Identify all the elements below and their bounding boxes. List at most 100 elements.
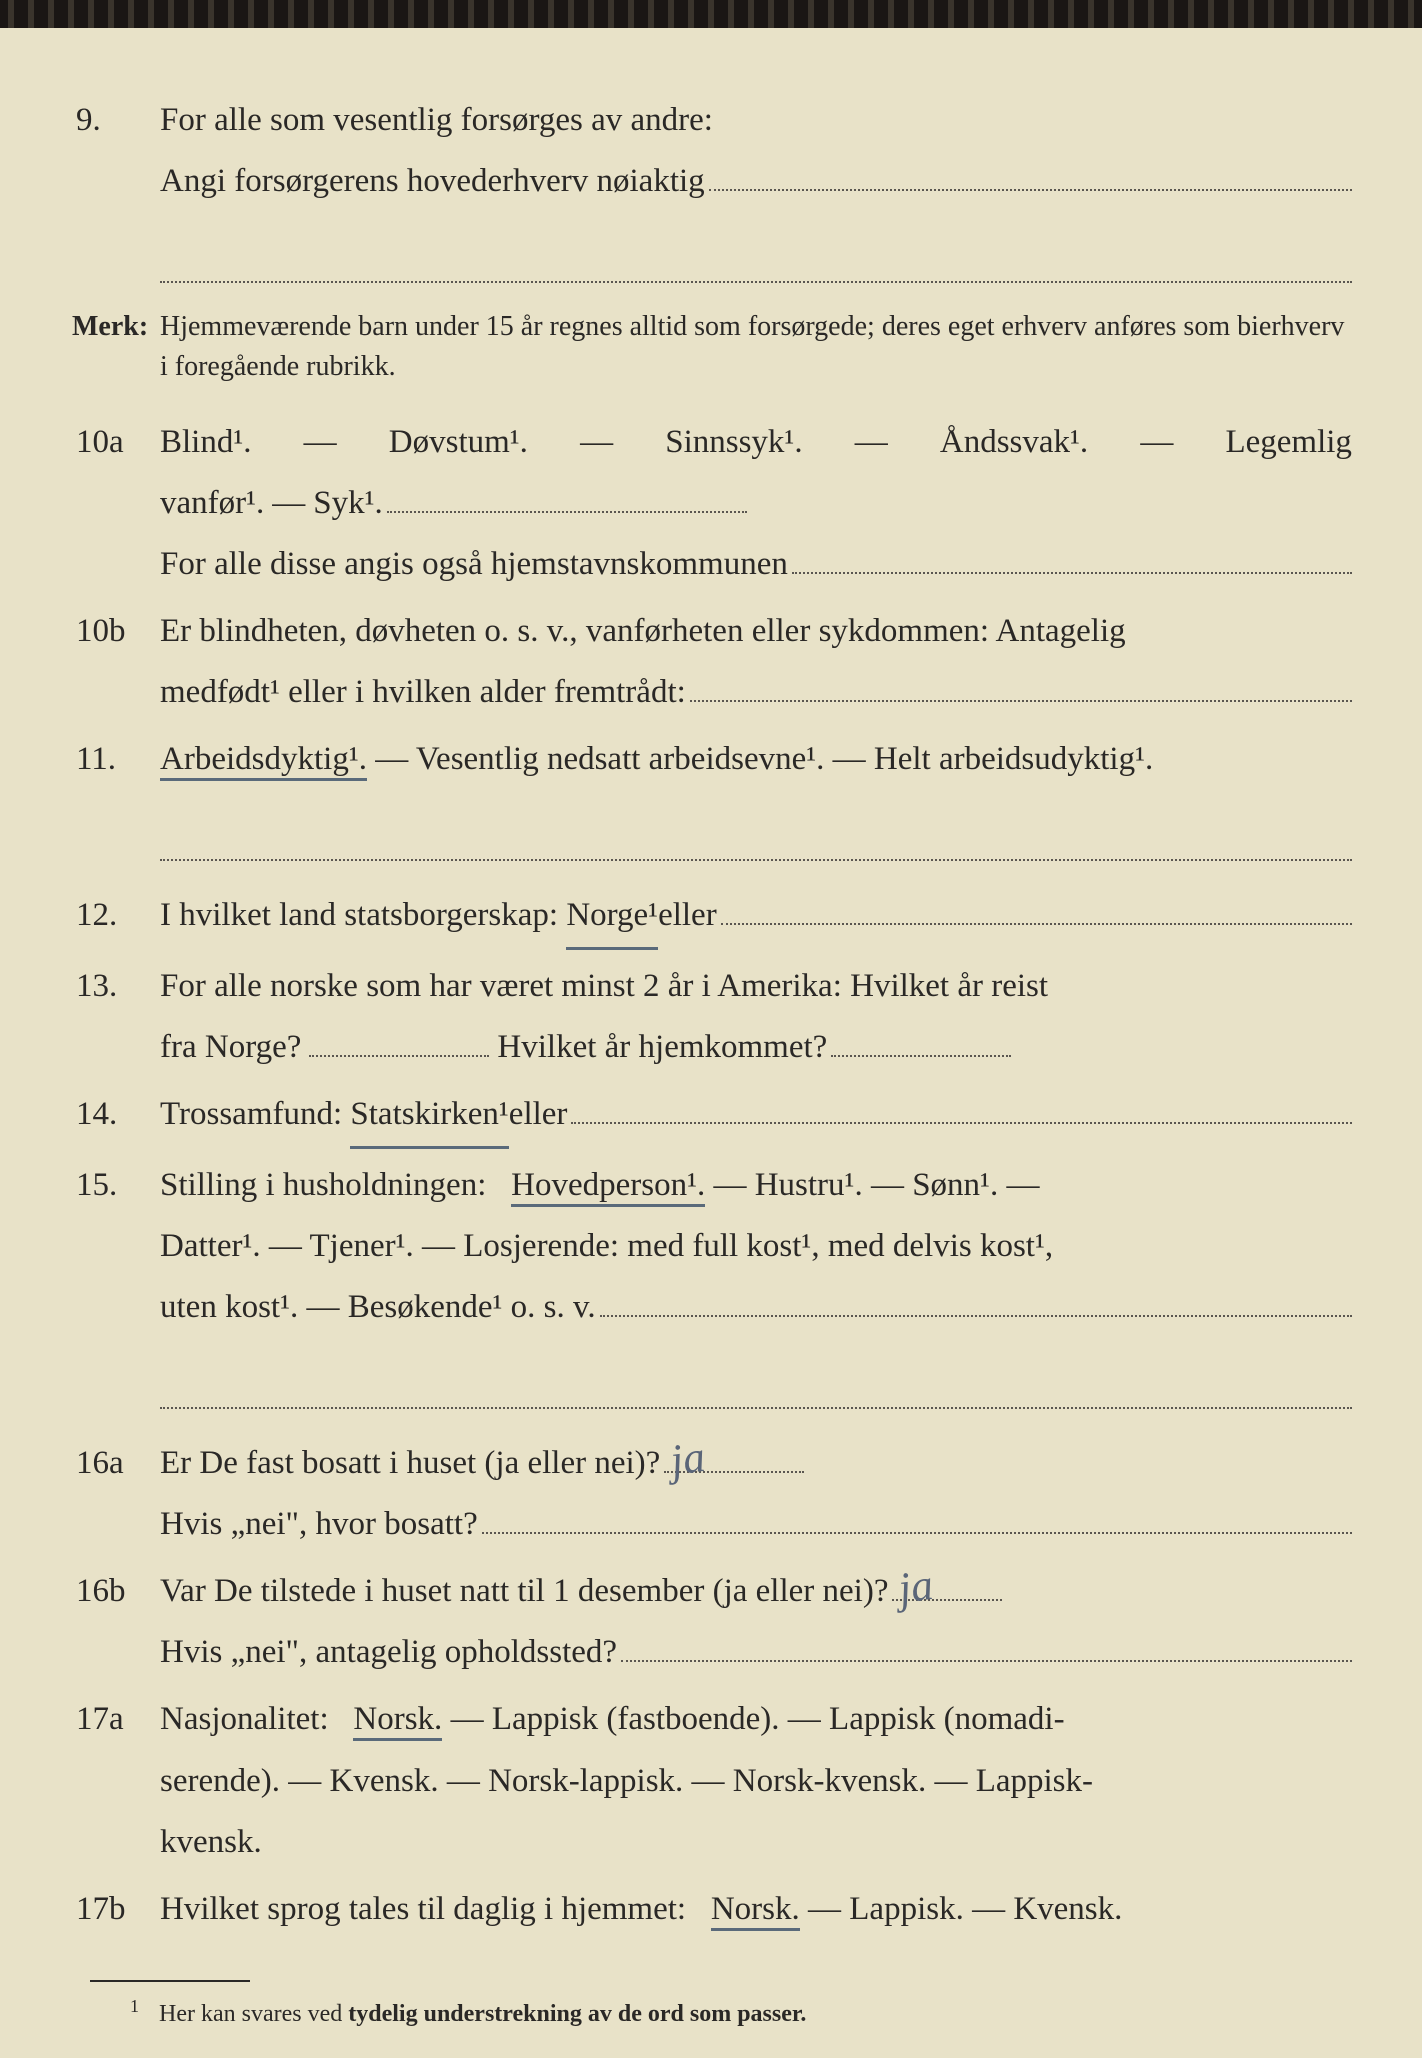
q9-number: 9. xyxy=(70,102,160,139)
q10a-options-line1: Blind¹. — Døvstum¹. — Sinnssyk¹. — Åndss… xyxy=(160,412,1352,473)
q17a-body: Nasjonalitet: Norsk. — Lappisk (fastboen… xyxy=(160,1689,1352,1872)
q10a-hjemstavn: For alle disse angis også hjemstavnskomm… xyxy=(160,534,788,595)
footnote-bold: tydelig understrekning av de ord som pas… xyxy=(348,2001,806,2027)
q12-post: eller xyxy=(658,885,717,946)
fill-line xyxy=(160,230,1352,283)
merk-label: Merk: xyxy=(70,311,160,343)
question-11: 11. Arbeidsdyktig¹. — Vesentlig nedsatt … xyxy=(70,729,1352,861)
fill-line xyxy=(160,808,1352,861)
q16b-body: Var De tilstede i huset natt til 1 desem… xyxy=(160,1561,1352,1683)
q13-hjem: Hvilket år hjemkommet? xyxy=(497,1017,827,1078)
q17a-line1: Nasjonalitet: Norsk. — Lappisk (fastboen… xyxy=(160,1689,1352,1750)
space xyxy=(495,1167,503,1203)
q10b-line2-text: medfødt¹ eller i hvilken alder fremtrådt… xyxy=(160,662,686,723)
q16a-body: Er De fast bosatt i huset (ja eller nei)… xyxy=(160,1433,1352,1555)
fill-line xyxy=(309,1024,489,1057)
q10b-number: 10b xyxy=(70,613,160,650)
q13-line1: For alle norske som har været minst 2 år… xyxy=(160,956,1352,1017)
fill-line xyxy=(792,541,1352,574)
footnote-rule xyxy=(90,1980,250,1982)
q10a-line3: For alle disse angis også hjemstavnskomm… xyxy=(160,534,1352,595)
fill-line xyxy=(482,1501,1352,1534)
q12-number: 12. xyxy=(70,897,160,934)
fill-line xyxy=(571,1091,1352,1124)
q14-body: Trossamfund: Statskirken¹ eller xyxy=(160,1084,1352,1149)
q14-post: eller xyxy=(509,1084,568,1145)
q17a-selected: Norsk. xyxy=(353,1701,442,1741)
q17b-selected: Norsk. xyxy=(711,1891,800,1931)
fill-line xyxy=(621,1629,1352,1662)
space xyxy=(558,885,566,946)
q15-body: Stilling i husholdningen: Hovedperson¹. … xyxy=(160,1155,1352,1409)
q16a-nei: Hvis „nei", hvor bosatt? xyxy=(160,1494,478,1555)
footnote-pre: Her kan svares ved xyxy=(159,2001,348,2027)
space xyxy=(337,1701,345,1737)
q10b-line2: medfødt¹ eller i hvilken alder fremtrådt… xyxy=(160,662,1352,723)
q16b-q: Var De tilstede i huset natt til 1 desem… xyxy=(160,1561,888,1622)
fill-line xyxy=(721,892,1352,925)
q16a-line1: Er De fast bosatt i huset (ja eller nei)… xyxy=(160,1433,1352,1494)
q14-pre: Trossamfund: xyxy=(160,1084,342,1145)
fill-line xyxy=(709,158,1352,191)
q13-number: 13. xyxy=(70,968,160,1005)
q15-line3-text: uten kost¹. — Besøkende¹ o. s. v. xyxy=(160,1277,596,1338)
q14-selected: Statskirken¹ xyxy=(350,1084,508,1149)
q16b-line1: Var De tilstede i huset natt til 1 desem… xyxy=(160,1561,1352,1622)
q10b-body: Er blindheten, døvheten o. s. v., vanfør… xyxy=(160,601,1352,723)
q9-line2: Angi forsørgerens hovederhverv nøiaktig xyxy=(160,151,1352,212)
q11-selected: Arbeidsdyktig¹. xyxy=(160,741,367,781)
opt-sinnssyk: Sinnssyk¹. xyxy=(665,412,802,473)
question-14: 14. Trossamfund: Statskirken¹ eller xyxy=(70,1084,1352,1149)
q17a-line2: serende). — Kvensk. — Norsk-lappisk. — N… xyxy=(160,1751,1352,1812)
q17b-body: Hvilket sprog tales til daglig i hjemmet… xyxy=(160,1879,1352,1940)
merk-text: Hjemmeværende barn under 15 år regnes al… xyxy=(160,307,1352,388)
q16a-line2: Hvis „nei", hvor bosatt? xyxy=(160,1494,1352,1555)
q11-number: 11. xyxy=(70,741,160,778)
q9-line2-text: Angi forsørgerens hovederhverv nøiaktig xyxy=(160,151,705,212)
fill-line xyxy=(690,669,1352,702)
dash: — xyxy=(855,412,888,473)
q9-line1: For alle som vesentlig forsørges av andr… xyxy=(160,90,1352,151)
q17b-pre: Hvilket sprog tales til daglig i hjemmet… xyxy=(160,1891,694,1927)
q15-line3: uten kost¹. — Besøkende¹ o. s. v. xyxy=(160,1277,1352,1338)
fill-line xyxy=(160,1356,1352,1409)
space xyxy=(694,1891,702,1927)
footnote: 1 Her kan svares ved tydelig understrekn… xyxy=(70,1996,1352,2028)
merk-note: Merk: Hjemmeværende barn under 15 år reg… xyxy=(70,307,1352,388)
opt-blind: Blind¹. xyxy=(160,412,252,473)
footnote-marker: 1 xyxy=(130,1996,139,2016)
q17a-number: 17a xyxy=(70,1701,160,1738)
dash: — xyxy=(304,412,337,473)
question-17b: 17b Hvilket sprog tales til daglig i hje… xyxy=(70,1879,1352,1940)
document-page: 9. For alle som vesentlig forsørges av a… xyxy=(0,0,1422,2058)
question-9: 9. For alle som vesentlig forsørges av a… xyxy=(70,90,1352,283)
opt-dovstum: Døvstum¹. xyxy=(389,412,528,473)
question-10b: 10b Er blindheten, døvheten o. s. v., va… xyxy=(70,601,1352,723)
q16a-q: Er De fast bosatt i huset (ja eller nei)… xyxy=(160,1433,660,1494)
dash: — xyxy=(272,473,305,534)
dash: — xyxy=(1140,412,1173,473)
question-10a: 10a Blind¹. — Døvstum¹. — Sinnssyk¹. — Å… xyxy=(70,412,1352,595)
q15-selected: Hovedperson¹. xyxy=(511,1167,705,1207)
question-16b: 16b Var De tilstede i huset natt til 1 d… xyxy=(70,1561,1352,1683)
q9-body: For alle som vesentlig forsørges av andr… xyxy=(160,90,1352,283)
question-15: 15. Stilling i husholdningen: Hovedperso… xyxy=(70,1155,1352,1409)
q15-line2: Datter¹. — Tjener¹. — Losjerende: med fu… xyxy=(160,1216,1352,1277)
answer-field: ja xyxy=(892,1568,1002,1601)
q16b-line2: Hvis „nei", antagelig opholdssted? xyxy=(160,1622,1352,1683)
q11-body: Arbeidsdyktig¹. — Vesentlig nedsatt arbe… xyxy=(160,729,1352,861)
q16a-number: 16a xyxy=(70,1445,160,1482)
q12-body: I hvilket land statsborgerskap: Norge¹ e… xyxy=(160,885,1352,950)
q17a-line3: kvensk. xyxy=(160,1812,1352,1873)
opt-legemlig: Legemlig xyxy=(1225,412,1351,473)
q10a-number: 10a xyxy=(70,424,160,461)
question-12: 12. I hvilket land statsborgerskap: Norg… xyxy=(70,885,1352,950)
q12-pre: I hvilket land statsborgerskap: xyxy=(160,885,558,946)
q16b-nei: Hvis „nei", antagelig opholdssted? xyxy=(160,1622,617,1683)
q16b-number: 16b xyxy=(70,1573,160,1610)
dash: — xyxy=(580,412,613,473)
fill-line xyxy=(387,480,747,513)
question-13: 13. For alle norske som har været minst … xyxy=(70,956,1352,1078)
fill-line xyxy=(831,1024,1011,1057)
answer-field: ja xyxy=(664,1440,804,1473)
